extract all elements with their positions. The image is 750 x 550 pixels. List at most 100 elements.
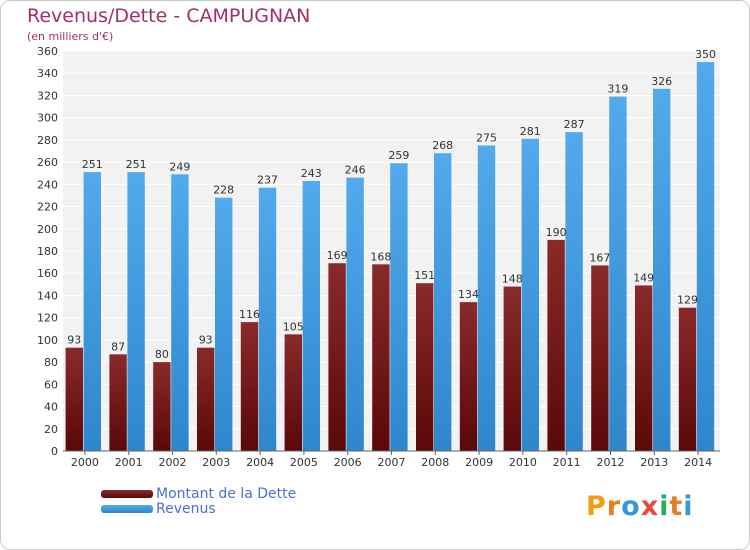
legend-label-debt: Montant de la Dette <box>156 486 297 502</box>
y-tick-label: 120 <box>37 312 58 325</box>
bar-debt <box>153 362 171 451</box>
bar-revenue <box>171 174 189 452</box>
logo-letter: P <box>586 491 607 522</box>
data-label-debt: 149 <box>633 271 654 284</box>
data-label-revenue: 326 <box>651 75 672 88</box>
y-tick-label: 160 <box>37 267 58 280</box>
bar-revenue <box>258 187 277 451</box>
bar-revenue <box>390 163 408 451</box>
y-tick-label: 0 <box>51 445 58 458</box>
bar-revenue <box>434 153 452 451</box>
logo-letter: i <box>683 491 694 522</box>
y-tick-label: 200 <box>37 223 58 236</box>
bar-revenue <box>653 88 671 452</box>
data-label-debt: 169 <box>327 249 348 262</box>
x-tick-label: 2011 <box>553 456 581 469</box>
x-tick-label: 2004 <box>246 456 274 469</box>
logo-letter: x <box>640 491 660 522</box>
bar-debt <box>503 286 521 451</box>
logo-letter: i <box>659 491 670 522</box>
legend-label-revenue: Revenus <box>156 501 216 517</box>
logo-letter: o <box>621 491 641 522</box>
y-tick-label: 180 <box>37 245 58 258</box>
data-label-debt: 80 <box>155 348 169 361</box>
y-tick-label: 80 <box>44 356 58 369</box>
bar-debt <box>109 354 127 451</box>
bar-debt <box>678 307 697 451</box>
proxiti-logo: Proxiti <box>586 491 694 522</box>
y-axis-labels: 0 20 40 60 80 100 120 140 160 180 200 220 240 260 280 3… <box>37 45 58 458</box>
data-label-revenue: 243 <box>301 167 322 180</box>
bar-debt <box>591 265 609 451</box>
y-tick-label: 260 <box>37 156 58 169</box>
y-tick-label: 240 <box>37 178 58 191</box>
x-tick-label: 2009 <box>465 456 493 469</box>
data-label-revenue: 350 <box>695 48 716 61</box>
bar-revenue <box>346 177 364 451</box>
data-label-debt: 87 <box>111 340 125 353</box>
y-tick-label: 20 <box>44 423 58 436</box>
legend-swatch-debt <box>101 490 153 498</box>
bar-chart: 0 20 40 60 80 100 120 140 160 180 200 220 240 260 280 3… <box>37 45 720 469</box>
data-label-revenue: 249 <box>169 160 190 173</box>
data-label-revenue: 268 <box>432 139 453 152</box>
chart-subtitle: (en milliers d'€) <box>27 30 114 43</box>
x-tick-label: 2010 <box>509 456 537 469</box>
data-label-debt: 105 <box>283 320 304 333</box>
logo-letter: t <box>669 491 684 522</box>
data-label-debt: 129 <box>677 294 698 307</box>
y-tick-label: 60 <box>44 378 58 391</box>
legend-swatch-revenue <box>101 505 153 513</box>
y-tick-label: 340 <box>37 67 58 80</box>
data-label-revenue: 251 <box>126 158 147 171</box>
x-tick-label: 2014 <box>684 456 712 469</box>
data-label-debt: 167 <box>589 251 610 264</box>
x-axis-labels: 2000 2001 2002 2003 2004 2005 2006 2007 2008 2009… <box>71 451 712 469</box>
y-tick-label: 220 <box>37 201 58 214</box>
data-label-revenue: 237 <box>257 174 278 187</box>
y-tick-label: 300 <box>37 112 58 125</box>
x-tick-label: 2005 <box>290 456 318 469</box>
data-label-revenue: 251 <box>82 158 103 171</box>
data-label-revenue: 281 <box>520 125 541 138</box>
x-tick-label: 2006 <box>334 456 362 469</box>
x-tick-label: 2012 <box>597 456 625 469</box>
data-label-debt: 93 <box>199 334 213 347</box>
bar-debt <box>65 347 83 451</box>
bar-revenue <box>83 172 101 451</box>
data-labels: 93 251 87 251 80 249 93 228 116 237 105 243 169 246 16… <box>67 48 716 361</box>
data-label-revenue: 275 <box>476 131 497 144</box>
logo-letter: r <box>606 491 622 522</box>
bar-debt <box>197 347 215 451</box>
data-label-debt: 190 <box>546 226 567 239</box>
data-label-revenue: 287 <box>564 118 585 131</box>
bar-revenue <box>215 197 233 451</box>
bar-debt <box>372 264 390 451</box>
x-tick-label: 2002 <box>159 456 187 469</box>
data-label-debt: 151 <box>414 269 435 282</box>
data-label-debt: 148 <box>502 273 523 286</box>
x-tick-label: 2000 <box>71 456 99 469</box>
bar-revenue <box>609 96 627 452</box>
bar-debt <box>459 302 478 451</box>
data-label-revenue: 228 <box>213 184 234 197</box>
x-tick-label: 2013 <box>640 456 668 469</box>
bar-debt <box>416 283 434 451</box>
y-tick-label: 280 <box>37 134 58 147</box>
bars <box>65 62 715 452</box>
bar-revenue <box>521 138 539 451</box>
bar-revenue <box>565 132 583 451</box>
data-label-revenue: 246 <box>345 164 366 177</box>
bar-debt <box>635 285 653 451</box>
y-tick-label: 360 <box>37 45 58 58</box>
x-tick-label: 2007 <box>378 456 406 469</box>
bar-debt <box>328 263 346 451</box>
y-tick-label: 320 <box>37 89 58 102</box>
data-label-debt: 116 <box>239 308 260 321</box>
data-label-debt: 168 <box>370 250 391 263</box>
bar-revenue <box>696 62 715 451</box>
data-label-debt: 134 <box>458 288 479 301</box>
bar-revenue <box>302 181 320 451</box>
bar-revenue <box>477 145 496 451</box>
